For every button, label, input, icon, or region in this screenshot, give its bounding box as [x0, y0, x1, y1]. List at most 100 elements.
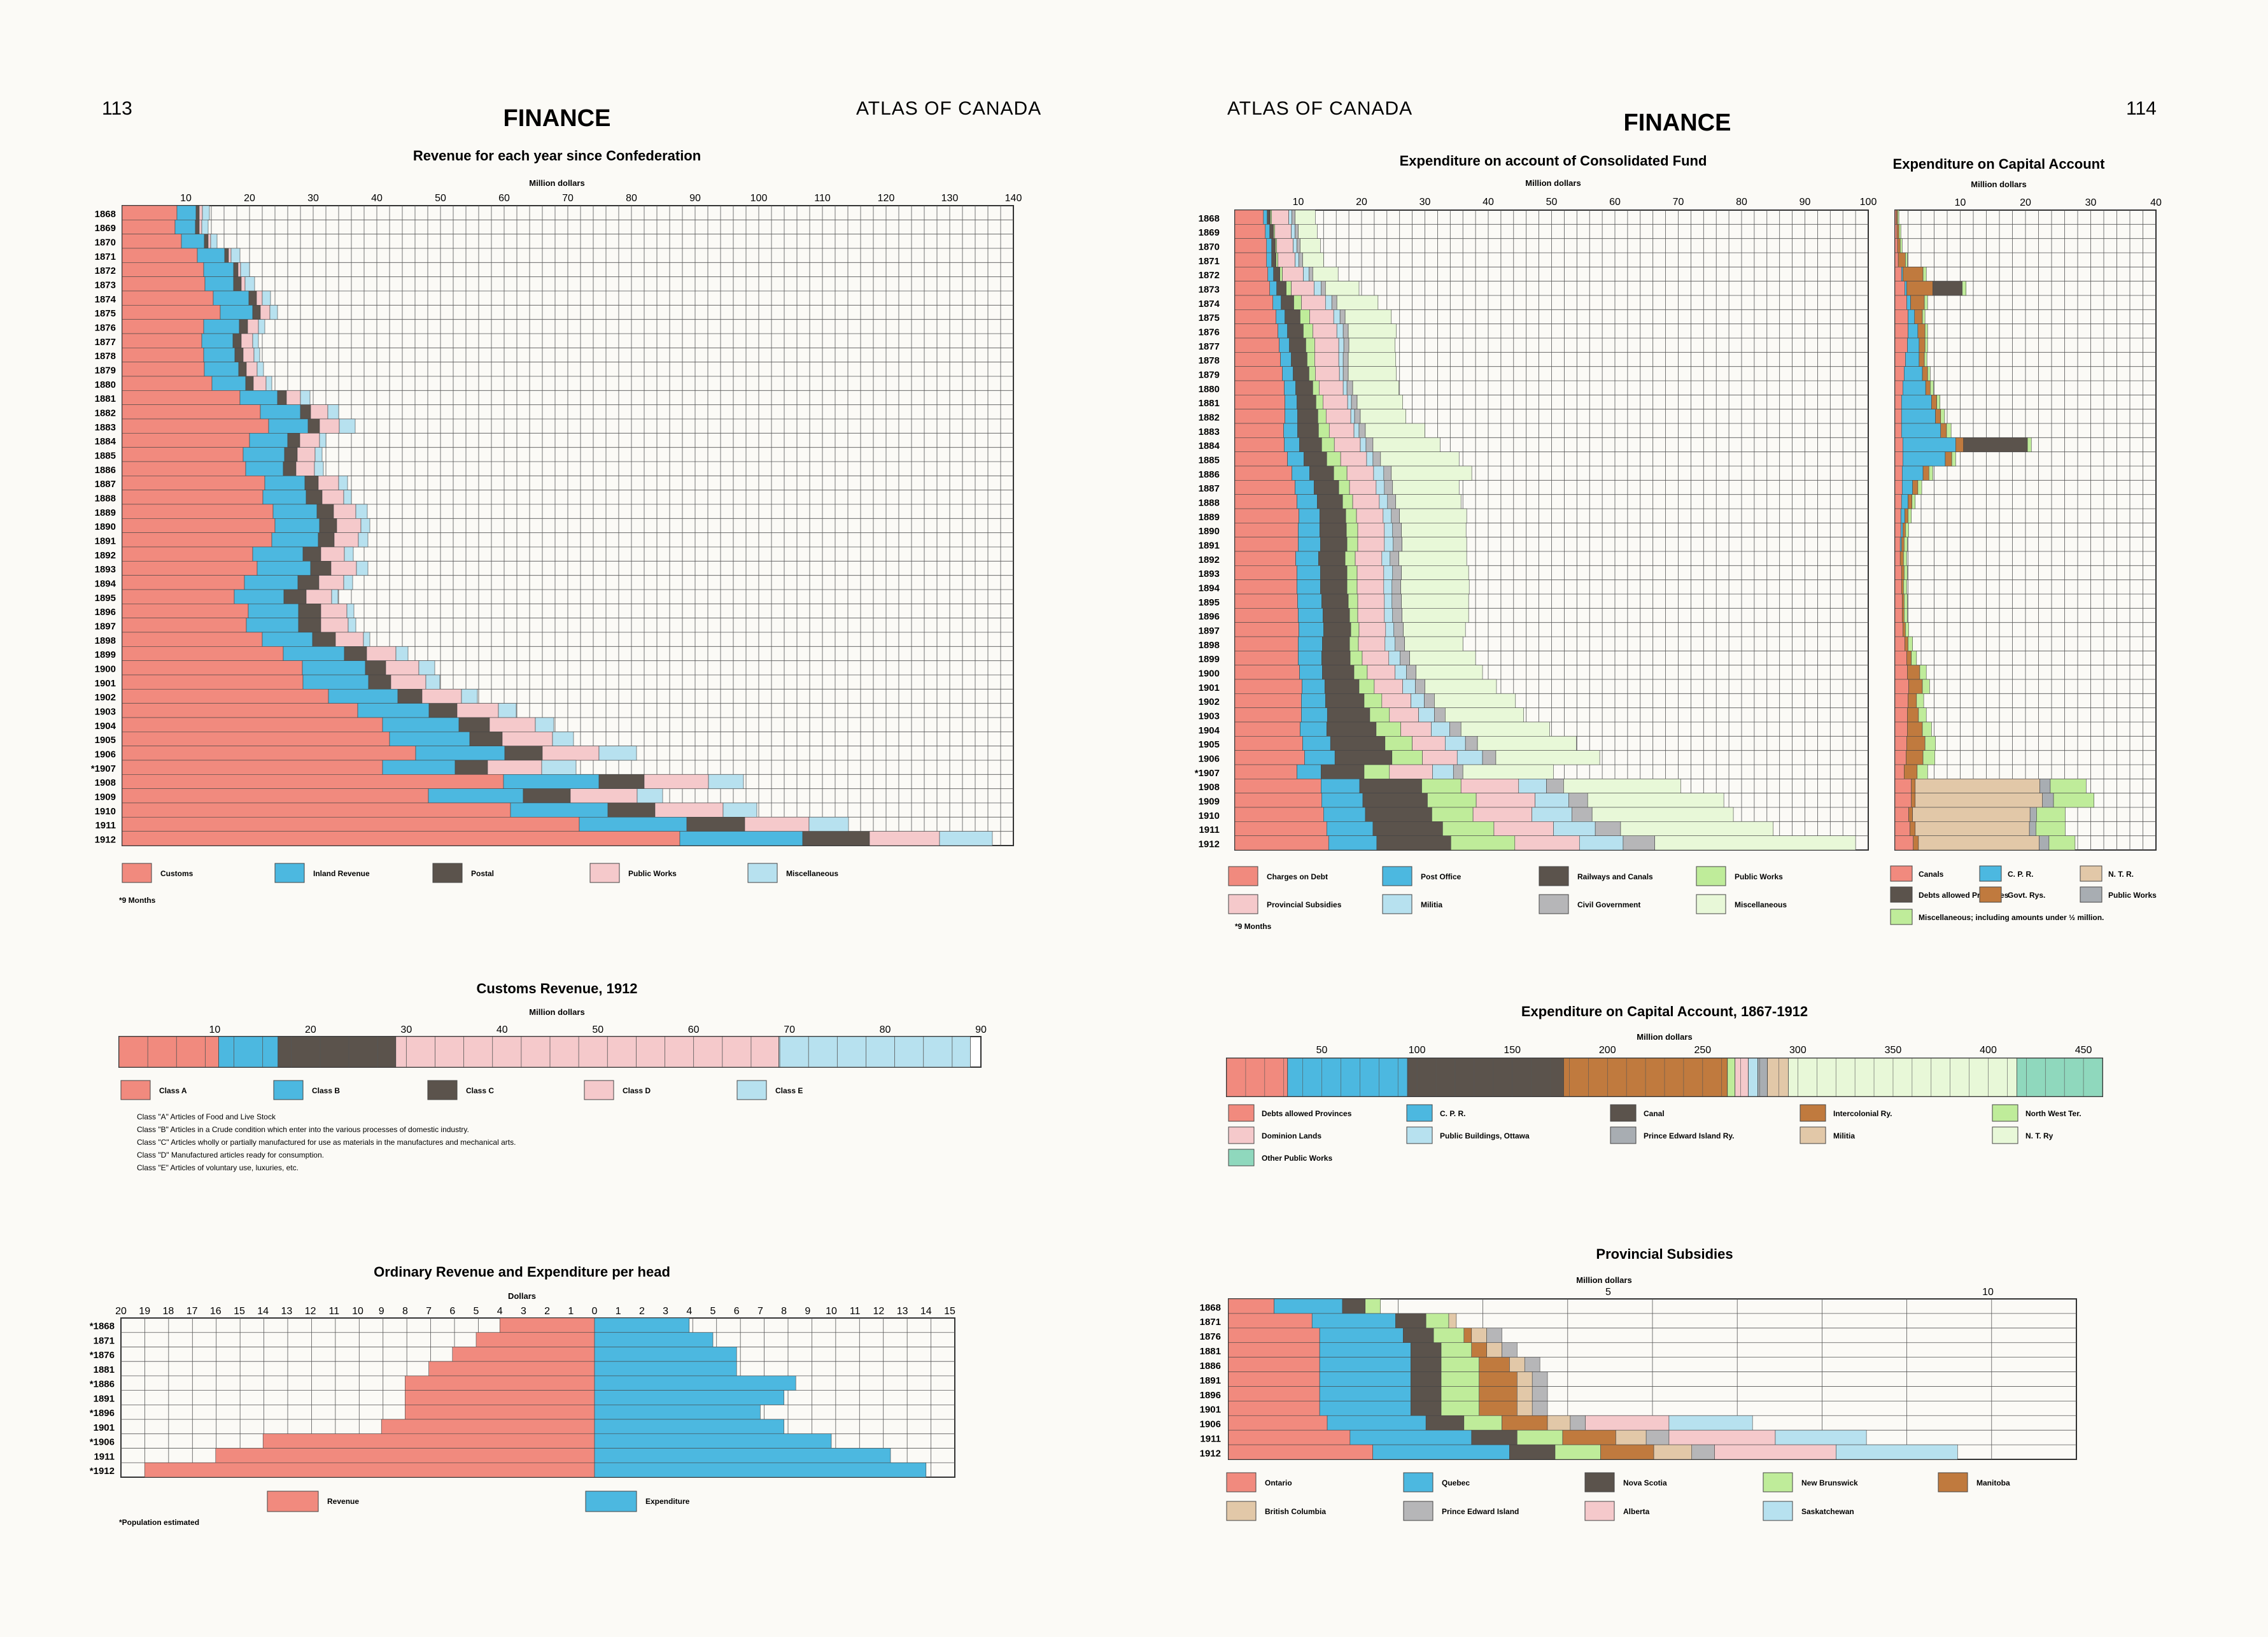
x-tick-label: 20	[305, 1024, 316, 1035]
legend-swatch	[1406, 1126, 1433, 1144]
miscellaneous-bar	[1929, 465, 1933, 481]
new-brunswick-bar	[1433, 1328, 1465, 1343]
govt-rys-bar	[1935, 409, 1941, 424]
charges-on-debt-bar	[1234, 835, 1329, 851]
legend-label: C. P. R.	[2008, 870, 2033, 879]
customs-bar	[122, 546, 253, 562]
govt-rys-bar	[1925, 380, 1931, 395]
public-works-bar	[1279, 267, 1283, 281]
miscellaneous-bar	[1654, 835, 1856, 851]
x-tick-label: 6	[449, 1306, 455, 1317]
legend-label: Revenue	[327, 1497, 359, 1506]
public-works-bar	[241, 276, 246, 292]
canals-bar	[1894, 423, 1902, 438]
legend-label: Prince Edward Island	[1442, 1507, 1519, 1516]
legend-label: Post Office	[1421, 872, 1462, 881]
year-label: 1893	[1199, 569, 1220, 579]
legend-label: Govt. Rys.	[2008, 891, 2045, 900]
public-works-bar	[2039, 779, 2051, 793]
inland-revenue-bar	[302, 660, 366, 676]
year-label: 1889	[95, 507, 116, 518]
canals-bar	[1894, 835, 1914, 851]
postal-bar	[304, 476, 319, 490]
postal-bar	[686, 817, 745, 832]
canals-bar	[1894, 579, 1902, 595]
cpr-bar	[1901, 395, 1932, 409]
miscellaneous-bar	[240, 262, 250, 277]
public-works-bar	[1350, 622, 1360, 637]
legend-swatch	[1584, 1501, 1615, 1521]
miscellaneous-bar	[1295, 209, 1316, 225]
public-works-bar	[1321, 437, 1335, 452]
miscellaneous-bar	[2036, 821, 2066, 836]
canals-bar	[1894, 224, 1898, 239]
customs-bar	[122, 262, 204, 277]
expenditure-bar	[594, 1361, 737, 1377]
revenue-years: 1868 1869 1870 1871 1872 1873 1874 1875 1876 1877…	[91, 209, 116, 846]
provincial-subsidies-bar	[1460, 779, 1519, 793]
year-label: 1901	[1199, 683, 1220, 693]
railways-canals-bar	[1324, 679, 1360, 694]
provincial-subsidies-bar	[1357, 593, 1385, 609]
militia-bar	[1402, 679, 1416, 694]
miscellaneous-bar	[1940, 409, 1945, 424]
customs-bar	[122, 788, 429, 804]
miscellaneous-bar	[808, 817, 849, 832]
revenue-legend: Customs Inland Revenue Postal Public Works M…	[122, 863, 838, 883]
miscellaneous-bar	[1587, 793, 1724, 808]
public-works-bar	[243, 348, 255, 362]
year-label: 1900	[95, 664, 116, 675]
civil-government-bar	[1390, 551, 1400, 566]
customs-bar	[122, 760, 383, 775]
postal-bar	[298, 604, 321, 618]
miscellaneous-bar	[1336, 295, 1379, 310]
postal-bar	[316, 504, 334, 519]
year-label: 1892	[95, 550, 116, 561]
year-label: 1906	[95, 749, 116, 760]
customs-bar	[122, 561, 258, 576]
govt-rys-bar	[1896, 209, 1898, 225]
civil-government-bar	[1623, 835, 1655, 851]
legend-label: Railways and Canals	[1577, 872, 1653, 881]
militia-bar	[1338, 337, 1344, 353]
govt-rys-bar	[1914, 309, 1923, 324]
govt-rys-bar	[1908, 494, 1912, 509]
legend-swatch	[1979, 865, 2002, 882]
year-label: 1885	[95, 451, 116, 462]
railways-canals-bar	[1269, 224, 1274, 239]
consolidated-legend: Charges on Debt Post Office Railways and C…	[1228, 866, 1787, 914]
customs-bar	[122, 703, 358, 718]
capital-total-xlabel: Million dollars	[1637, 1032, 1692, 1042]
post-office-bar	[1298, 537, 1321, 552]
civil-government-bar	[1358, 423, 1366, 438]
x-tick-label: 17	[187, 1306, 198, 1317]
postal-bar	[365, 660, 386, 676]
public-works-bar	[421, 689, 462, 704]
x-tick-label: 9	[805, 1306, 810, 1317]
x-tick-label: 350	[1885, 1045, 1902, 1056]
ontario-bar	[1228, 1415, 1328, 1431]
consolidated-bars	[1234, 209, 1856, 851]
militia-bar	[1303, 267, 1309, 281]
year-label: 1891	[1200, 1375, 1221, 1386]
canals-bar	[1894, 352, 1906, 367]
legend-label: C. P. R.	[1440, 1109, 1465, 1118]
customs-chart: Customs Revenue, 1912 Million dollars 10…	[118, 981, 987, 1172]
x-tick-label: 450	[2075, 1045, 2092, 1056]
public-works-bar	[1344, 551, 1356, 566]
customs-notes: Class "A" Articles of Food and Live Stoc…	[137, 1112, 516, 1172]
provincial-subsidies-bar	[1357, 608, 1385, 623]
year-label: 1912	[95, 835, 116, 846]
miscellaneous-bar	[319, 433, 327, 448]
miscellaneous-bar	[1313, 267, 1339, 281]
charges-on-debt-bar	[1234, 323, 1278, 339]
miscellaneous-bar	[363, 632, 370, 647]
customs-bar	[122, 632, 263, 647]
inland-revenue-bar	[204, 362, 239, 377]
x-tick-label: 8	[402, 1306, 408, 1317]
public-works-bar	[385, 660, 419, 676]
militia-bar	[1579, 835, 1624, 851]
govt-rys-bar	[1906, 651, 1912, 665]
legend-swatch	[1403, 1501, 1433, 1521]
provincial-chart: Provincial Subsidies Million dollars 5 10…	[1200, 1246, 2077, 1521]
